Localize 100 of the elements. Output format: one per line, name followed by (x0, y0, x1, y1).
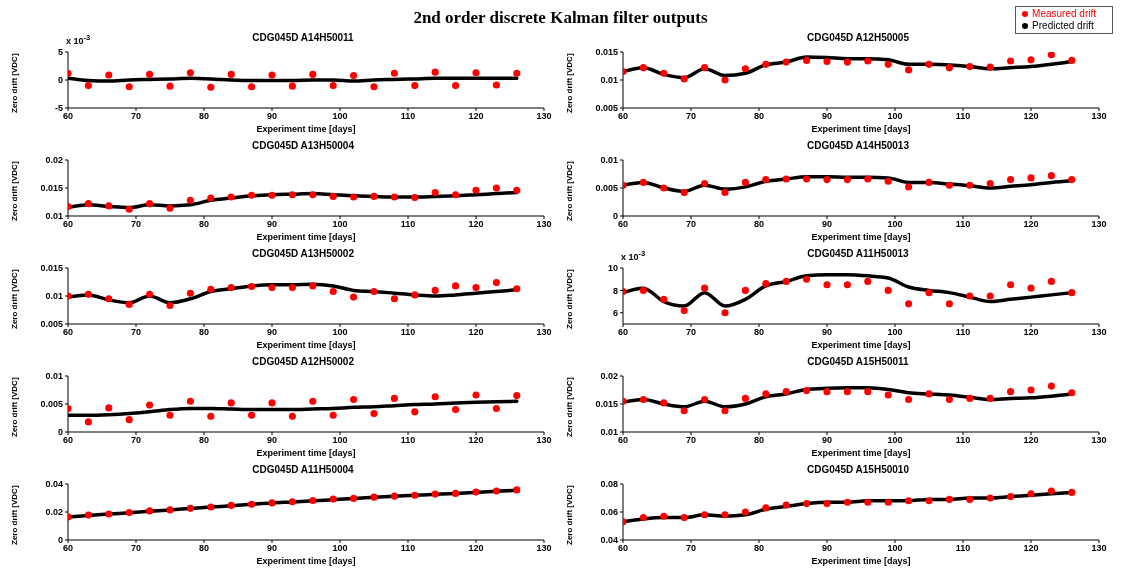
point (125, 300, 133, 308)
point (741, 286, 749, 294)
point (186, 289, 194, 297)
point (492, 404, 500, 413)
x-tick-label: 130 (536, 543, 552, 554)
y-tick-label: 0.005 (595, 183, 618, 194)
point (1047, 487, 1055, 495)
x-tick-label: 100 (332, 543, 348, 554)
point (207, 285, 215, 293)
x-tick-label: 70 (130, 219, 142, 230)
x-axis-title: Experiment time [days] (255, 232, 357, 242)
y-tick-label: 0 (612, 211, 618, 222)
point (1007, 57, 1015, 65)
y-axis-title: Zero drift [VDC] (565, 484, 574, 547)
y-axis-title: Zero drift [VDC] (10, 268, 19, 331)
point (166, 204, 174, 212)
x-axis-title: Experiment time [days] (255, 340, 357, 350)
point (660, 512, 668, 520)
point (248, 411, 256, 419)
x-tick-label: 90 (266, 543, 278, 554)
x-tick-label: 110 (400, 435, 416, 446)
chart-title: CDG045D A14H50013 (806, 140, 910, 151)
x-tick-label: 100 (887, 327, 903, 338)
y-tick-label: 0.04 (600, 535, 618, 546)
point (782, 501, 790, 509)
x-tick-label: 100 (887, 435, 903, 446)
y-tick-label: 0.02 (600, 371, 618, 382)
point (105, 510, 113, 518)
point (370, 192, 378, 200)
point (884, 177, 892, 185)
x-tick-label: 90 (821, 111, 833, 122)
x-tick-label: 70 (130, 327, 142, 338)
y-axis-title: Zero drift [VDC] (10, 484, 19, 547)
x-tick-label: 60 (617, 435, 629, 446)
chart-title: CDG045D A13H50002 (251, 248, 355, 259)
point (350, 193, 358, 201)
point (186, 69, 194, 77)
point (288, 191, 296, 199)
x-tick-label: 130 (1091, 543, 1107, 554)
y-tick-label: 6 (612, 307, 618, 318)
point (370, 493, 378, 501)
point (288, 412, 296, 420)
point (639, 178, 647, 186)
text: x 10$^{-3}$ (66, 33, 91, 46)
point (166, 506, 174, 514)
text: x 10$^{-3}$ (621, 249, 646, 262)
x-tick-label: 80 (753, 111, 765, 122)
point (329, 411, 337, 419)
point (1047, 277, 1055, 285)
x-tick-label: 110 (400, 111, 416, 122)
legend-label: Measured drift (1032, 8, 1096, 19)
point (472, 391, 480, 399)
x-tick-label: 130 (1091, 219, 1107, 230)
point (268, 399, 276, 407)
point (843, 498, 851, 506)
point (492, 487, 500, 495)
x-axis-title: Experiment time [days] (255, 448, 357, 458)
x-tick-label: 100 (332, 435, 348, 446)
point (472, 488, 480, 496)
point (513, 186, 521, 194)
x-axis-title: Experiment time [days] (810, 556, 912, 566)
point (350, 71, 358, 80)
point (309, 282, 317, 290)
x-tick-label: 80 (198, 219, 210, 230)
y-axis-title: Zero drift [VDC] (565, 160, 574, 223)
point (207, 83, 215, 91)
point (925, 178, 933, 186)
point (660, 184, 668, 192)
point (329, 192, 337, 200)
point (166, 301, 174, 310)
y-tick-label: 0.015 (40, 183, 63, 194)
point (701, 511, 709, 519)
x-tick-label: 80 (198, 327, 210, 338)
y-tick-label: 0 (57, 427, 63, 438)
point (472, 186, 480, 194)
y-axis-title: Zero drift [VDC] (10, 52, 19, 115)
point (782, 175, 790, 183)
point (660, 295, 668, 303)
chart-title: CDG045D A11H50004 (251, 464, 355, 475)
x-tick-label: 120 (1023, 435, 1039, 446)
point (309, 397, 317, 405)
point (166, 82, 174, 90)
point (986, 494, 994, 502)
point (227, 399, 235, 407)
point (309, 496, 317, 505)
x-tick-label: 110 (955, 543, 971, 554)
point (390, 394, 398, 402)
chart-title: CDG045D A14H50011 (252, 32, 354, 43)
point (721, 309, 729, 317)
point (431, 68, 439, 76)
point (84, 511, 92, 519)
point (105, 202, 113, 210)
point (411, 82, 419, 90)
x-tick-label: 80 (198, 543, 210, 554)
point (288, 82, 296, 90)
point (370, 287, 378, 296)
x-tick-label: 120 (1023, 543, 1039, 554)
x-tick-label: 120 (468, 435, 484, 446)
point (639, 286, 647, 294)
point (823, 281, 831, 289)
